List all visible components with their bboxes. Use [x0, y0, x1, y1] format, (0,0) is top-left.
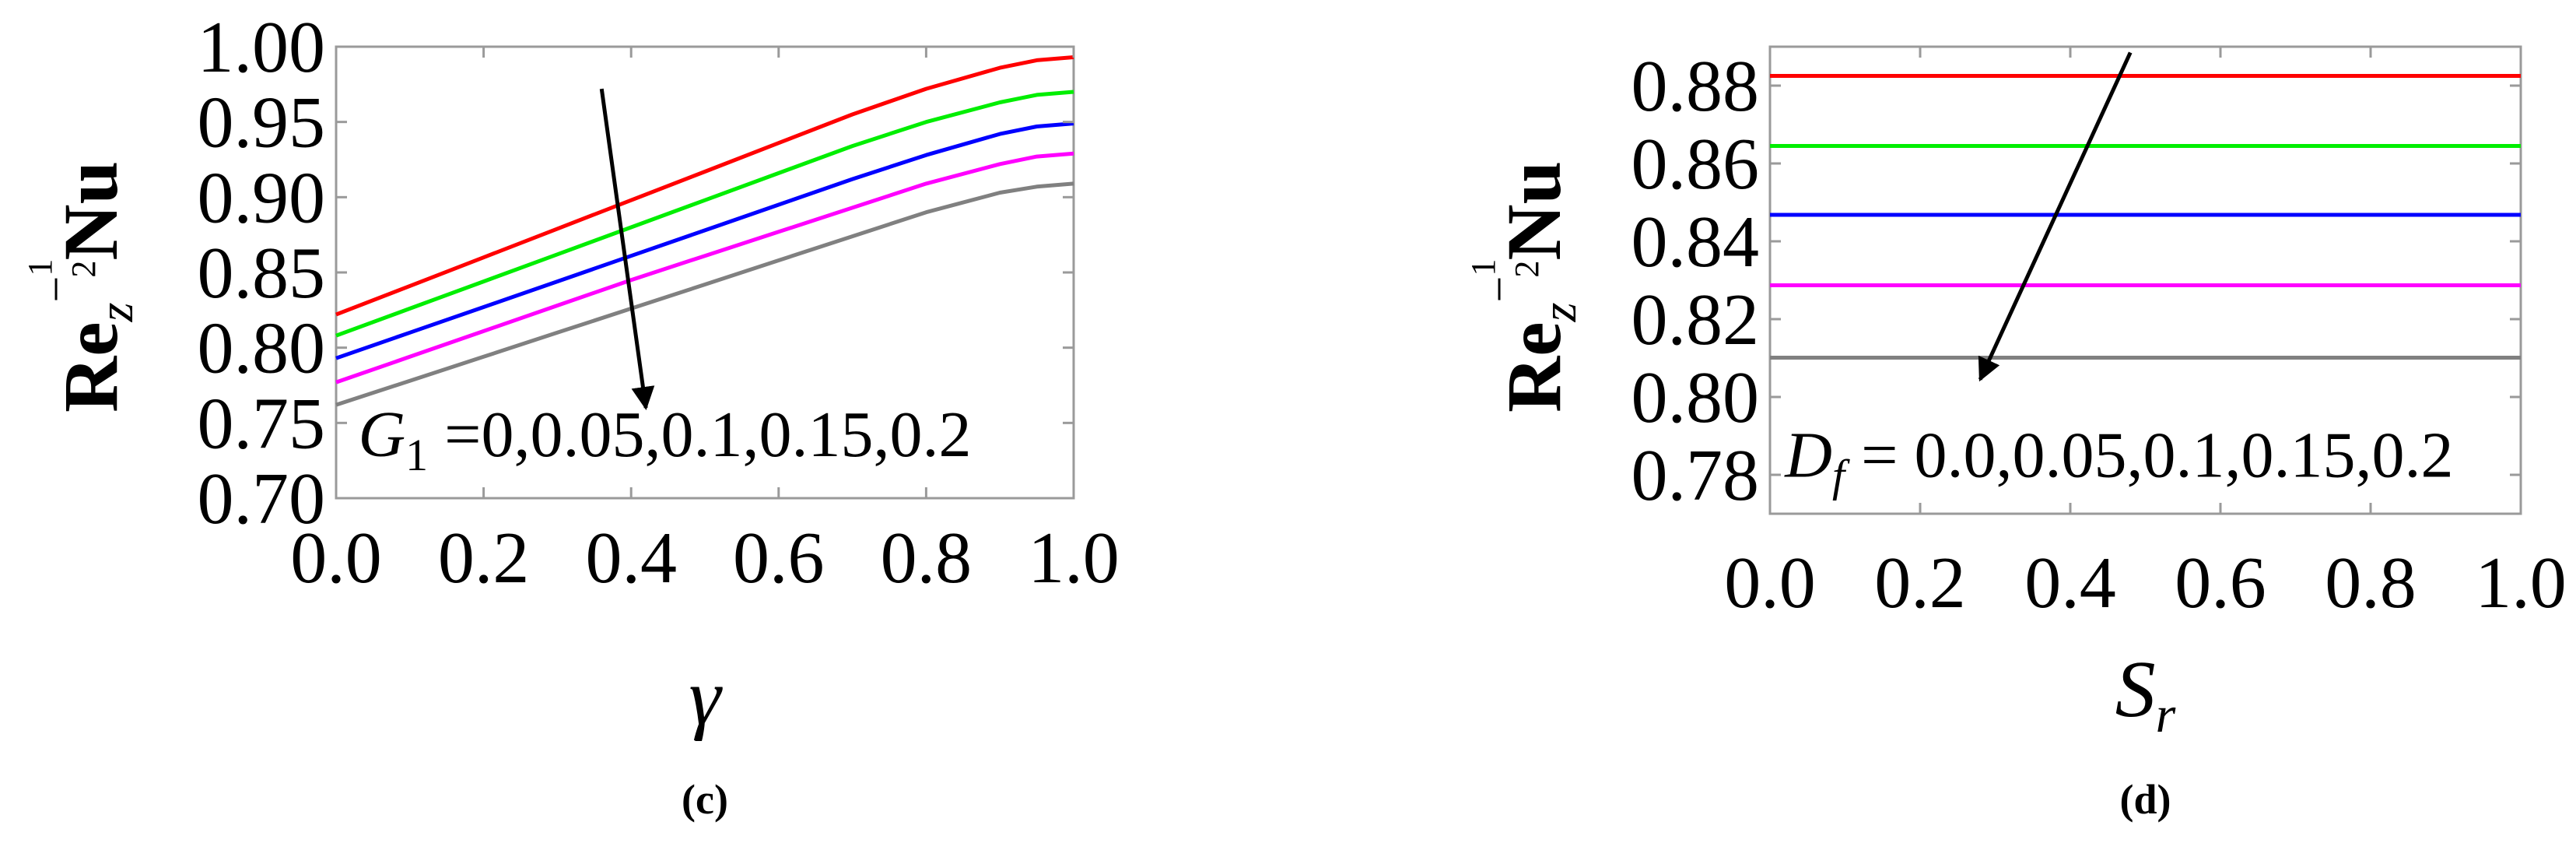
y-tick-label: 0.95: [198, 83, 326, 163]
series-lines: [335, 55, 1074, 407]
y-tick-labels: 0.700.750.800.850.900.951.00: [198, 7, 1074, 539]
series-line-2: [335, 90, 1074, 338]
x-tick-label: 0.6: [2175, 543, 2266, 623]
annotation-values: = 0.0,0.05,0.1,0.15,0.2: [1845, 420, 2453, 492]
y-tick-label: 0.88: [1631, 46, 1760, 127]
y-tick-label: 0.80: [1631, 357, 1760, 438]
x-tick-label: 0.0: [1724, 543, 1816, 623]
series-line-5: [335, 181, 1074, 407]
x-axis-label: γ: [689, 652, 724, 742]
x-tick-label: 0.8: [2325, 543, 2417, 623]
panel-d-chart: 0.780.800.820.840.860.88 0.0 0.2 0.4 0.6 0.8…: [1464, 45, 2567, 823]
x-tick-label: 1.0: [2475, 543, 2567, 623]
y-tick-label: 0.85: [198, 233, 326, 314]
x-tick-label: 0.6: [733, 518, 825, 599]
annotation-symbol: D: [1784, 420, 1832, 492]
y-tick-label: 0.84: [1631, 202, 1760, 283]
annotation-values: =0,0.05,0.1,0.15,0.2: [428, 399, 971, 471]
y-axis-label: Rez−1 2Nu: [21, 161, 143, 413]
x-tick-label: 0.4: [585, 518, 677, 599]
x-axis-label: Sr: [2115, 645, 2176, 743]
x-tick-label: 0.8: [881, 518, 973, 599]
series-line-1: [335, 55, 1074, 317]
y-axis-label: Rez−1 2Nu: [1464, 161, 1586, 413]
y-tick-label: 0.80: [198, 308, 326, 389]
y-tick-label: 0.86: [1631, 124, 1760, 205]
series-line-3: [335, 121, 1074, 360]
parameter-annotation: Df = 0.0,0.05,0.1,0.15,0.2: [1784, 420, 2453, 501]
x-tick-labels: 0.0 0.2 0.4 0.6 0.8 1.0: [290, 47, 1120, 599]
x-tick-label: 0.4: [2024, 543, 2116, 623]
plot-frame: [1768, 45, 2522, 515]
parameter-annotation: G1 =0,0.05,0.1,0.15,0.2: [358, 399, 971, 480]
x-tick-label: 0.2: [438, 518, 530, 599]
x-tick-label: 0.0: [290, 518, 382, 599]
x-tick-label: 1.0: [1028, 518, 1120, 599]
annotation-subscript: 1: [405, 430, 428, 480]
series-line-4: [335, 151, 1074, 385]
y-tick-labels: 0.780.800.820.840.860.88: [1631, 46, 2521, 516]
x-tick-labels: 0.0 0.2 0.4 0.6 0.8 1.0: [1724, 47, 2567, 623]
y-tick-label: 0.78: [1631, 435, 1760, 516]
x-tick-label: 0.2: [1874, 543, 1966, 623]
y-tick-label: 0.90: [198, 157, 326, 238]
y-tick-label: 1.00: [198, 7, 326, 88]
y-tick-label: 0.70: [198, 458, 326, 539]
annotation-symbol: G: [358, 399, 405, 471]
series-lines: [1770, 74, 2521, 360]
y-tick-label: 0.82: [1631, 279, 1760, 360]
y-tick-label: 0.75: [198, 383, 326, 464]
trend-arrow: [599, 88, 655, 410]
trend-arrow: [1978, 51, 2133, 382]
panel-label-d: (d): [2120, 776, 2171, 823]
panel-label-c: (c): [682, 776, 728, 823]
panel-c-chart: 0.700.750.800.850.900.951.00 0.0 0.2 0.4 0.…: [21, 7, 1120, 823]
